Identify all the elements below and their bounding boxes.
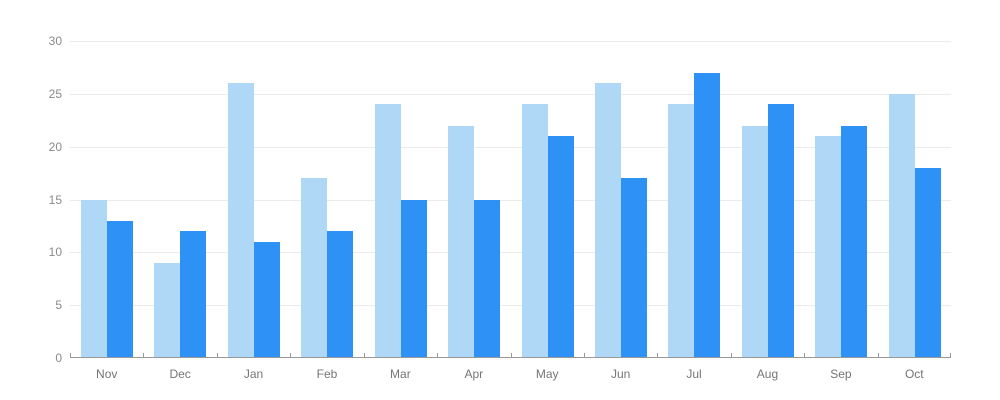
bar-series-1-jul[interactable] — [668, 104, 695, 358]
bar-series-1-jan[interactable] — [227, 83, 254, 358]
bar-series-1-feb[interactable] — [301, 178, 328, 358]
x-axis-tick-mark — [877, 353, 879, 357]
bar-series-2-feb[interactable] — [327, 231, 354, 358]
bar-series-2-dec[interactable] — [180, 231, 207, 358]
x-axis-tick-label: Jan — [243, 367, 264, 381]
x-axis-tick-mark — [583, 353, 585, 357]
x-axis-tick-label: Apr — [464, 367, 484, 381]
bar-series-2-aug[interactable] — [767, 104, 794, 358]
x-axis-tick-label: Mar — [390, 367, 411, 381]
bar-series-2-oct[interactable] — [914, 167, 941, 358]
plot-area — [70, 41, 951, 358]
x-axis-tick-mark — [70, 353, 71, 357]
bar-series-2-mar[interactable] — [400, 199, 427, 358]
x-axis-tick-label: Jun — [610, 367, 631, 381]
x-axis-tick-mark — [730, 353, 732, 357]
x-axis-tick-label: Sep — [830, 367, 852, 381]
y-axis-tick-label: 5 — [55, 298, 62, 313]
x-axis-tick-mark — [804, 353, 806, 357]
x-axis-tick-label: Feb — [316, 367, 338, 381]
y-axis-tick-label: 10 — [48, 245, 62, 260]
gridline-10 — [70, 252, 951, 254]
y-axis-tick-label: 30 — [48, 34, 62, 48]
bar-series-2-jun[interactable] — [620, 178, 647, 358]
bar-series-1-aug[interactable] — [741, 125, 768, 358]
gridline-25 — [70, 93, 951, 95]
bar-series-2-may[interactable] — [547, 136, 574, 358]
bar-series-1-may[interactable] — [521, 104, 548, 358]
x-axis-tick-mark — [437, 353, 439, 357]
bar-series-2-jan[interactable] — [253, 241, 280, 358]
x-axis-tick-label: Aug — [756, 367, 779, 381]
bar-series-1-jun[interactable] — [594, 83, 621, 358]
y-axis-tick-label: 0 — [55, 351, 62, 365]
bar-series-1-nov[interactable] — [81, 199, 107, 358]
x-axis-tick-mark — [657, 353, 659, 357]
x-axis-tick-label: Oct — [904, 367, 924, 381]
bar-series-1-oct[interactable] — [888, 93, 915, 358]
x-axis-tick-mark — [510, 353, 512, 357]
x-axis-tick-mark — [950, 353, 951, 357]
gridline-20 — [70, 146, 951, 148]
bar-series-2-apr[interactable] — [474, 199, 501, 358]
y-axis-tick-label: 25 — [48, 86, 62, 101]
x-axis-tick-label: May — [535, 367, 559, 381]
bar-series-1-sep[interactable] — [815, 136, 842, 358]
x-axis-line — [70, 357, 951, 358]
x-axis-tick-mark — [290, 353, 292, 357]
gridline-30 — [70, 41, 951, 42]
bar-series-2-sep[interactable] — [841, 125, 868, 358]
x-axis-tick-label: Dec — [169, 367, 191, 381]
bar-series-1-apr[interactable] — [448, 125, 475, 358]
gridline-15 — [70, 199, 951, 201]
x-axis-tick-mark — [143, 353, 145, 357]
bar-series-1-mar[interactable] — [374, 104, 401, 358]
bar-series-1-dec[interactable] — [154, 262, 181, 358]
x-axis-tick-label: Jul — [686, 367, 702, 381]
x-axis-tick-label: Nov — [96, 367, 118, 381]
y-axis-tick-label: 20 — [48, 139, 62, 154]
gridline-5 — [70, 305, 951, 307]
bar-series-2-nov[interactable] — [107, 220, 133, 358]
x-axis-tick-mark — [363, 353, 365, 357]
x-axis-tick-mark — [216, 353, 218, 357]
bar-series-2-jul[interactable] — [694, 72, 721, 358]
y-axis-tick-label: 15 — [48, 192, 62, 207]
